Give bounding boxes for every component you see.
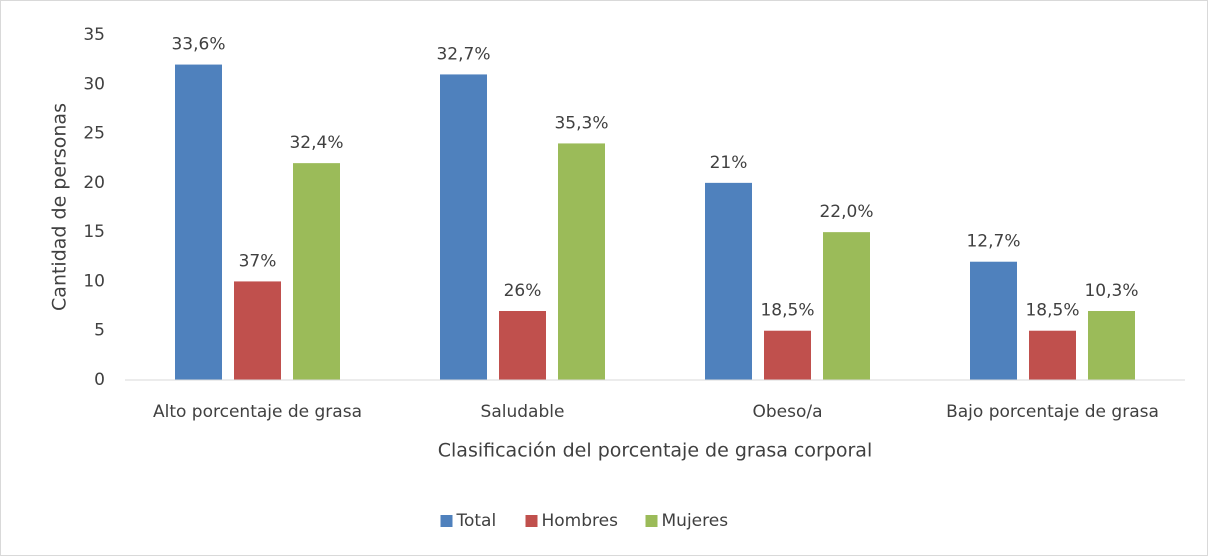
legend-label: Mujeres — [662, 511, 729, 531]
y-axis-title: Cantidad de personas — [49, 103, 71, 311]
data-label: 10,3% — [1084, 281, 1138, 301]
data-label: 21% — [710, 153, 748, 173]
data-label: 26% — [504, 281, 542, 301]
x-tick-label: Alto porcentaje de grasa — [153, 402, 362, 422]
bar — [1088, 311, 1135, 380]
bar — [558, 143, 605, 380]
data-label: 37% — [239, 251, 277, 271]
y-tick-label: 0 — [94, 370, 105, 390]
legend-label: Total — [456, 511, 497, 531]
y-tick-label: 15 — [83, 222, 105, 242]
y-tick-label: 5 — [94, 321, 105, 341]
bar — [293, 163, 340, 380]
data-label: 22,0% — [819, 202, 873, 222]
x-axis-title: Clasificación del porcentaje de grasa co… — [438, 440, 872, 462]
x-tick-label: Obeso/a — [752, 402, 822, 422]
y-tick-label: 25 — [83, 124, 105, 144]
x-tick-label: Saludable — [481, 402, 565, 422]
y-tick-label: 10 — [83, 271, 105, 291]
bar — [175, 64, 222, 381]
bar — [705, 182, 752, 380]
legend-swatch — [645, 515, 658, 527]
legend-label: Hombres — [542, 511, 619, 531]
bar — [499, 311, 546, 380]
legend-swatch — [525, 515, 538, 527]
bar — [440, 74, 487, 380]
data-label: 32,7% — [436, 44, 490, 64]
data-label: 35,3% — [554, 113, 608, 133]
bar — [970, 261, 1017, 380]
bar — [764, 330, 811, 380]
y-tick-label: 20 — [83, 173, 105, 193]
y-tick-label: 30 — [83, 74, 105, 94]
data-label: 33,6% — [171, 35, 225, 55]
legend-swatch — [440, 515, 453, 527]
data-label: 18,5% — [1025, 301, 1079, 321]
data-label: 18,5% — [760, 301, 814, 321]
bar — [1029, 330, 1076, 380]
x-tick-label: Bajo porcentaje de grasa — [946, 402, 1159, 422]
bar — [234, 281, 281, 380]
bar — [823, 232, 870, 380]
data-label: 12,7% — [966, 232, 1020, 252]
data-label: 32,4% — [289, 133, 343, 153]
y-tick-label: 35 — [83, 25, 105, 45]
